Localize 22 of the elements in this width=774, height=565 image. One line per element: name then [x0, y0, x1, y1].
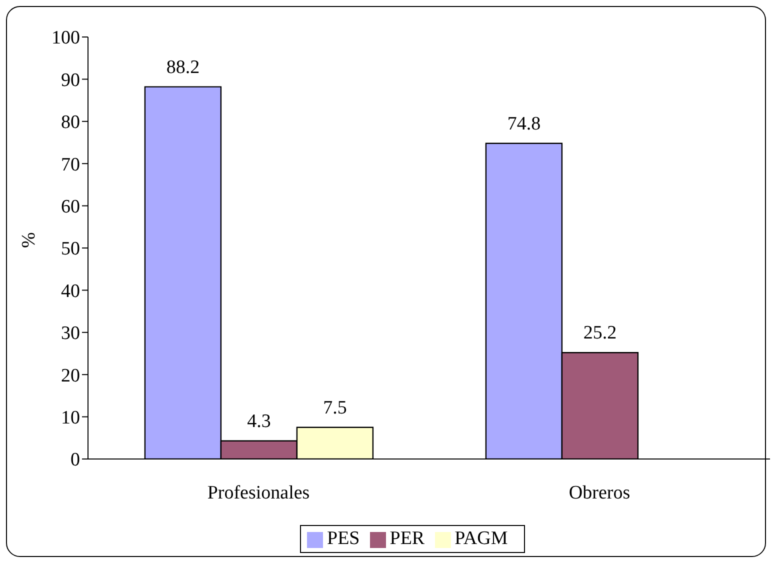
legend-label: PES	[327, 528, 360, 549]
data-label: 25.2	[583, 322, 617, 344]
y-tick-label: 30	[61, 323, 80, 344]
y-axis-title: %	[18, 232, 40, 248]
y-tick-label: 40	[61, 280, 80, 302]
data-label: 4.3	[247, 410, 271, 432]
data-label: 74.8	[507, 113, 541, 134]
y-tick-label: 60	[61, 196, 80, 218]
y-tick-label: 0	[70, 450, 80, 471]
legend-label: PAGM	[454, 528, 508, 549]
y-tick-label: 50	[61, 238, 80, 260]
y-tick-label: 20	[61, 365, 80, 386]
legend-label: PER	[390, 528, 425, 549]
y-tick-label: 90	[61, 70, 80, 91]
x-tick-label: Obreros	[568, 482, 630, 504]
data-label: 88.2	[166, 56, 200, 78]
x-tick-label: Profesionales	[207, 482, 310, 504]
data-label: 7.5	[323, 397, 347, 418]
y-tick-label: 80	[61, 112, 80, 134]
y-tick-label: 70	[61, 154, 80, 176]
y-tick-label: 10	[61, 408, 80, 429]
y-tick-label: 100	[52, 28, 80, 49]
